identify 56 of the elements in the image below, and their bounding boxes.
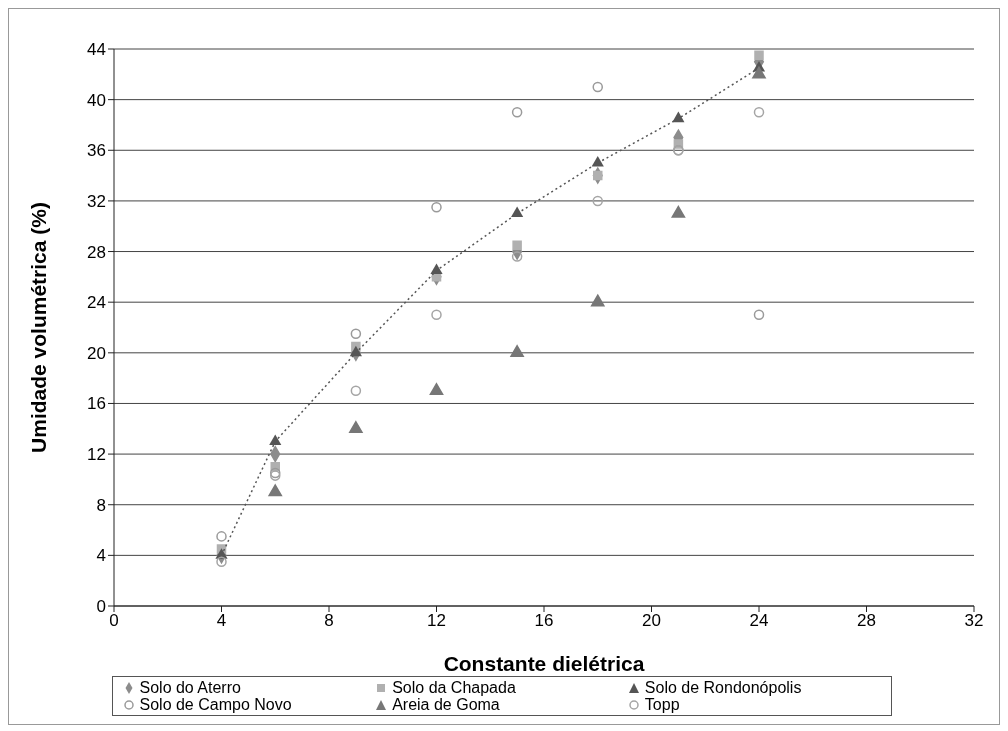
point: [431, 309, 442, 321]
point: [349, 421, 363, 434]
x-tick-label: 16: [534, 611, 554, 631]
point: [349, 345, 362, 357]
y-tick-label: 40: [87, 90, 106, 110]
y-tick-label: 24: [87, 293, 106, 313]
point: [350, 385, 362, 397]
x-axis-title: Constante dielétrica: [443, 652, 645, 675]
x-tick-label: 24: [749, 611, 769, 631]
point: [672, 111, 685, 123]
point: [753, 309, 765, 321]
point: [511, 206, 524, 218]
point: [216, 531, 227, 542]
point: [350, 328, 362, 340]
y-tick-label: 4: [96, 546, 106, 566]
point: [429, 383, 444, 396]
legend-label: Solo do Aterro: [139, 679, 241, 696]
x-tick-label: 32: [964, 611, 984, 631]
point: [592, 81, 604, 93]
legend-label: Areia de Goma: [392, 696, 500, 713]
point: [511, 251, 523, 262]
point: [752, 66, 766, 79]
legend-label: Solo da Chapada: [392, 679, 516, 696]
point: [590, 294, 605, 307]
x-tick-label: 12: [427, 611, 446, 631]
point: [430, 263, 443, 275]
y-tick-label: 32: [87, 191, 106, 211]
point: [591, 155, 604, 167]
y-axis-title: Umidade volumétrica (%): [27, 202, 51, 453]
y-tick-label: 8: [96, 495, 106, 515]
x-tick-label: 20: [642, 611, 661, 631]
y-tick-label: 0: [96, 597, 106, 617]
point: [753, 107, 765, 118]
point: [512, 240, 522, 250]
point: [216, 556, 227, 567]
legend-label: Solo de Rondonópolis: [644, 679, 802, 696]
point: [754, 50, 764, 61]
point: [268, 484, 283, 497]
y-tick-label: 44: [87, 40, 106, 60]
point: [269, 434, 282, 445]
point: [431, 201, 442, 213]
y-tick-label: 36: [87, 141, 106, 161]
x-tick-label: 4: [216, 611, 227, 631]
legend-label: Solo de Campo Novo: [139, 696, 292, 713]
point: [511, 107, 523, 118]
point: [510, 345, 524, 358]
y-tick-label: 12: [87, 445, 106, 465]
y-tick-label: 28: [87, 242, 106, 262]
point: [671, 205, 686, 218]
x-tick-label: 0: [109, 611, 119, 631]
x-tick-label: 28: [857, 611, 876, 631]
x-tick-label: 8: [324, 611, 334, 631]
y-tick-label: 16: [87, 394, 106, 414]
legend-label: Topp: [644, 696, 680, 713]
point: [592, 195, 604, 207]
y-tick-label: 20: [87, 343, 106, 363]
